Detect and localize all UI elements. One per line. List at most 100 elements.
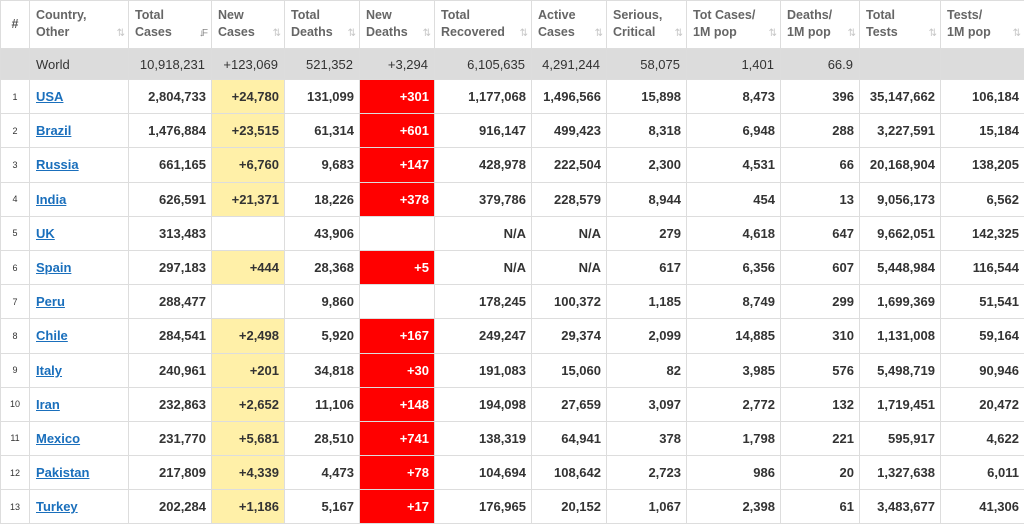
serious-critical-cell: 378 (606, 420, 687, 457)
table-row: 6 Spain 297,183 +444 28,368 +5 N/A N/A 617 6,356 6… (0, 249, 1024, 286)
sort-icon[interactable]: ⇅ (422, 28, 432, 39)
active-cases-cell: N/A (531, 249, 607, 286)
column-header-active-cases[interactable]: Active Cases ⇅ (531, 0, 607, 49)
sort-icon[interactable]: ⇅ (347, 28, 357, 39)
total-recovered-cell: 104,694 (434, 455, 532, 491)
serious-critical-cell: 3,097 (606, 386, 687, 422)
deaths-per-1m-cell: 647 (780, 215, 860, 251)
column-header-deaths-per-1m[interactable]: Deaths/1M pop ⇅ (780, 0, 860, 49)
sort-icon[interactable]: ⇅ (594, 28, 604, 39)
deaths-per-1m-cell: 13 (780, 181, 860, 217)
serious-critical-cell: 2,723 (606, 455, 687, 491)
new-deaths-cell: +78 (359, 455, 435, 491)
world-new-deaths-cell: +3,294 (359, 48, 435, 80)
active-cases-cell: 228,579 (531, 181, 607, 217)
total-deaths-cell: 43,906 (284, 215, 360, 251)
country-link[interactable]: Russia (36, 157, 79, 173)
deaths-per-1m-cell: 66 (780, 147, 860, 183)
world-new-cases-cell: +123,069 (211, 48, 285, 80)
new-deaths-cell: +741 (359, 420, 435, 457)
sort-icon[interactable]: ⇅ (116, 28, 126, 39)
sort-icon[interactable]: ⇅ (519, 28, 529, 39)
table-row: 7 Peru 288,477 9,860 178,245 100,372 1,185 8,74… (0, 284, 1024, 320)
total-recovered-cell: 194,098 (434, 386, 532, 422)
total-recovered-cell: N/A (434, 215, 532, 251)
country-link[interactable]: USA (36, 89, 64, 105)
country-cell: Peru (29, 284, 129, 320)
tests-per-1m-cell: 41,306 (940, 489, 1024, 525)
column-header-label: Critical (613, 25, 656, 39)
total-recovered-cell: 249,247 (434, 318, 532, 354)
country-link[interactable]: Mexico (36, 430, 81, 446)
column-header-label: Tot Cases/ (693, 8, 756, 22)
world-index-cell (0, 48, 30, 80)
total-cases-cell: 626,591 (128, 181, 212, 217)
column-header-label: Total (441, 8, 470, 22)
sort-icon[interactable]: ⇅ (847, 28, 857, 39)
tot-cases-per-1m-cell: 986 (686, 455, 781, 491)
country-link[interactable]: Iran (36, 396, 60, 412)
total-deaths-cell: 34,818 (284, 352, 360, 388)
total-tests-cell: 5,498,719 (859, 352, 941, 388)
new-cases-cell: +23,515 (211, 113, 285, 149)
column-header-total-cases[interactable]: Total Cases ↓F (128, 0, 212, 49)
tot-cases-per-1m-cell: 2,772 (686, 386, 781, 422)
total-recovered-cell: 916,147 (434, 113, 532, 149)
tests-per-1m-cell: 116,544 (940, 249, 1024, 286)
country-cell: Russia (29, 147, 129, 183)
total-cases-cell: 240,961 (128, 352, 212, 388)
sort-icon[interactable]: ⇅ (674, 28, 684, 39)
serious-critical-cell: 279 (606, 215, 687, 251)
table-row: 12 Pakistan 217,809 +4,339 4,473 +78 104,694 10… (0, 455, 1024, 491)
sort-icon[interactable]: ⇅ (768, 28, 778, 39)
column-header-tests-per-1m[interactable]: Tests/1M pop ⇅ (940, 0, 1024, 49)
sort-icon[interactable]: ⇅ (1012, 28, 1022, 39)
country-cell: Turkey (29, 489, 129, 525)
total-deaths-cell: 9,683 (284, 147, 360, 183)
column-header-total-tests[interactable]: Total Tests ⇅ (859, 0, 941, 49)
country-link[interactable]: Spain (36, 260, 72, 276)
country-link[interactable]: Italy (36, 362, 63, 378)
world-deaths-per-1m-cell: 66.9 (780, 48, 860, 80)
country-link[interactable]: Turkey (36, 499, 78, 515)
column-header-label: Total (291, 8, 320, 22)
sort-icon[interactable]: ⇅ (272, 28, 282, 39)
tot-cases-per-1m-cell: 8,749 (686, 284, 781, 320)
table-row: 4 India 626,591 +21,371 18,226 +378 379,786 228… (0, 181, 1024, 217)
country-link[interactable]: Pakistan (36, 465, 90, 481)
table-header: # Country, Other ⇅ Total Cases ↓F New Cases ⇅ Tota… (0, 0, 1024, 49)
column-header-country[interactable]: Country, Other ⇅ (29, 0, 129, 49)
country-link[interactable]: Peru (36, 294, 65, 310)
index-cell: 2 (0, 113, 30, 149)
country-link[interactable]: Brazil (36, 123, 72, 139)
tot-cases-per-1m-cell: 6,356 (686, 249, 781, 286)
header-row: # Country, Other ⇅ Total Cases ↓F New Cases ⇅ Tota… (0, 0, 1024, 49)
total-cases-cell: 661,165 (128, 147, 212, 183)
column-header-total-deaths[interactable]: Total Deaths ⇅ (284, 0, 360, 49)
country-link[interactable]: UK (36, 225, 55, 241)
column-header-serious-critical[interactable]: Serious, Critical ⇅ (606, 0, 687, 49)
index-cell: 6 (0, 249, 30, 286)
country-link[interactable]: Chile (36, 328, 68, 344)
sort-icon[interactable]: ↓F (198, 28, 208, 39)
active-cases-cell: 64,941 (531, 420, 607, 457)
total-cases-cell: 202,284 (128, 489, 212, 525)
new-deaths-cell: +147 (359, 147, 435, 183)
sort-icon[interactable]: ⇅ (928, 28, 938, 39)
deaths-per-1m-cell: 132 (780, 386, 860, 422)
total-recovered-cell: 176,965 (434, 489, 532, 525)
serious-critical-cell: 2,300 (606, 147, 687, 183)
index-cell: 9 (0, 352, 30, 388)
deaths-per-1m-cell: 61 (780, 489, 860, 525)
column-header-total-recovered[interactable]: Total Recovered ⇅ (434, 0, 532, 49)
column-header-new-cases[interactable]: New Cases ⇅ (211, 0, 285, 49)
index-cell: 13 (0, 489, 30, 525)
active-cases-cell: 1,496,566 (531, 78, 607, 115)
column-header-label: Country, (36, 8, 87, 22)
column-header-tot-cases-per-1m[interactable]: Tot Cases/1M pop ⇅ (686, 0, 781, 49)
world-row: World 10,918,231 +123,069 521,352 +3,294 6,10… (0, 48, 1024, 80)
new-deaths-cell (359, 215, 435, 251)
column-header-label: Deaths (366, 25, 408, 39)
column-header-new-deaths[interactable]: New Deaths ⇅ (359, 0, 435, 49)
country-link[interactable]: India (36, 191, 67, 207)
